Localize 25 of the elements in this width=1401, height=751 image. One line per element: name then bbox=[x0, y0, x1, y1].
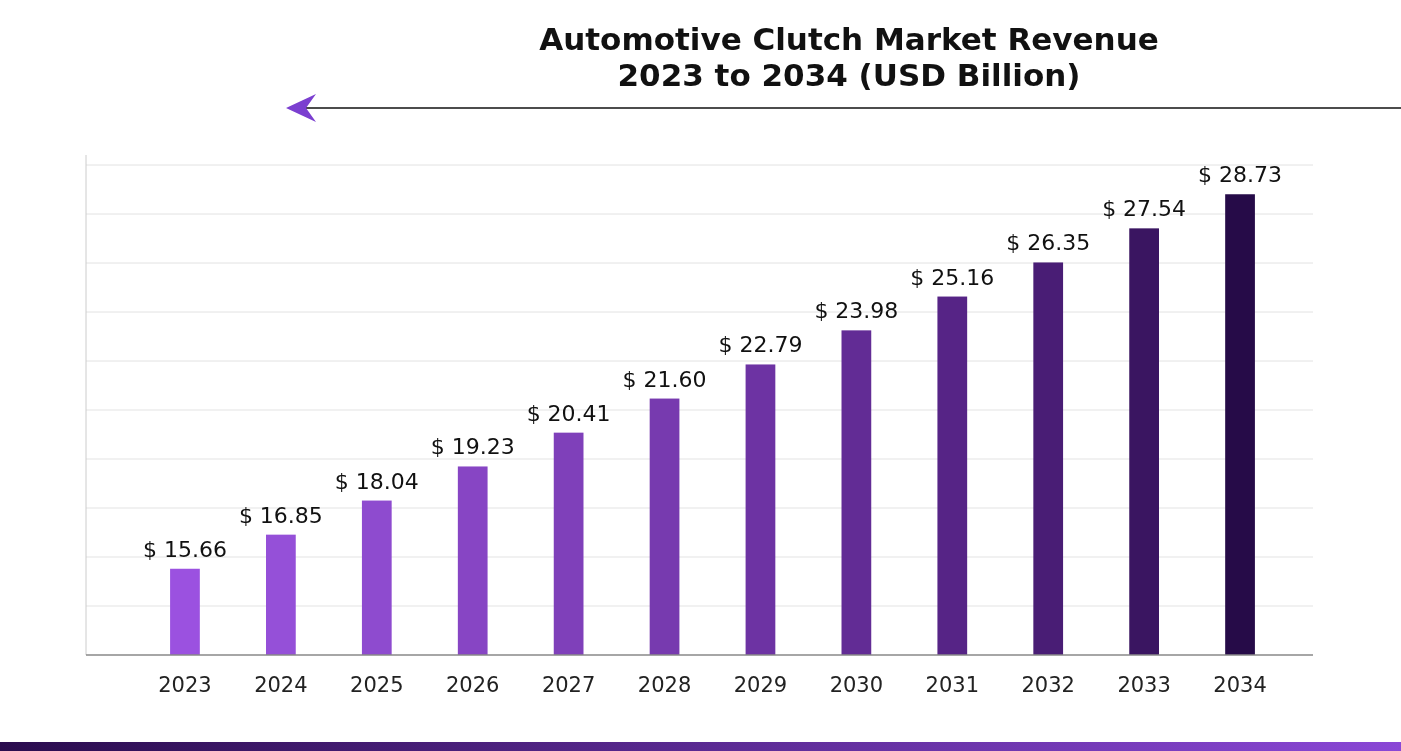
chart-title: Automotive Clutch Market Revenue 2023 to 2034 (USD Billion) bbox=[539, 21, 1159, 93]
x-tick-label: 2025 bbox=[350, 673, 404, 697]
x-tick-label: 2024 bbox=[254, 673, 308, 697]
x-tick-label: 2026 bbox=[445, 673, 500, 697]
x-tick-label: 2029 bbox=[733, 673, 788, 697]
data-label: $ 23.98 bbox=[814, 298, 899, 324]
data-label: $ 28.73 bbox=[1198, 162, 1283, 188]
data-label: $ 21.60 bbox=[622, 366, 707, 392]
x-tick-label: 2023 bbox=[158, 673, 212, 697]
data-label: $ 20.41 bbox=[526, 400, 611, 426]
data-label: $ 19.23 bbox=[430, 434, 515, 460]
x-tick-label: 2031 bbox=[925, 673, 980, 697]
data-label: $ 22.79 bbox=[718, 332, 803, 358]
x-tick-label: 2030 bbox=[829, 673, 884, 697]
data-label: $ 25.16 bbox=[910, 264, 995, 290]
x-tick-label: 2032 bbox=[1021, 673, 1075, 697]
data-label: $ 15.66 bbox=[142, 536, 227, 562]
data-label: $ 26.35 bbox=[1006, 230, 1091, 256]
x-tick-label: 2028 bbox=[637, 673, 692, 697]
data-label: $ 27.54 bbox=[1102, 196, 1187, 222]
x-tick-label: 2027 bbox=[541, 673, 596, 697]
data-label: $ 18.04 bbox=[334, 468, 419, 494]
x-tick-label: 2034 bbox=[1213, 673, 1267, 697]
x-tick-label: 2033 bbox=[1117, 673, 1171, 697]
data-label: $ 16.85 bbox=[238, 502, 323, 528]
